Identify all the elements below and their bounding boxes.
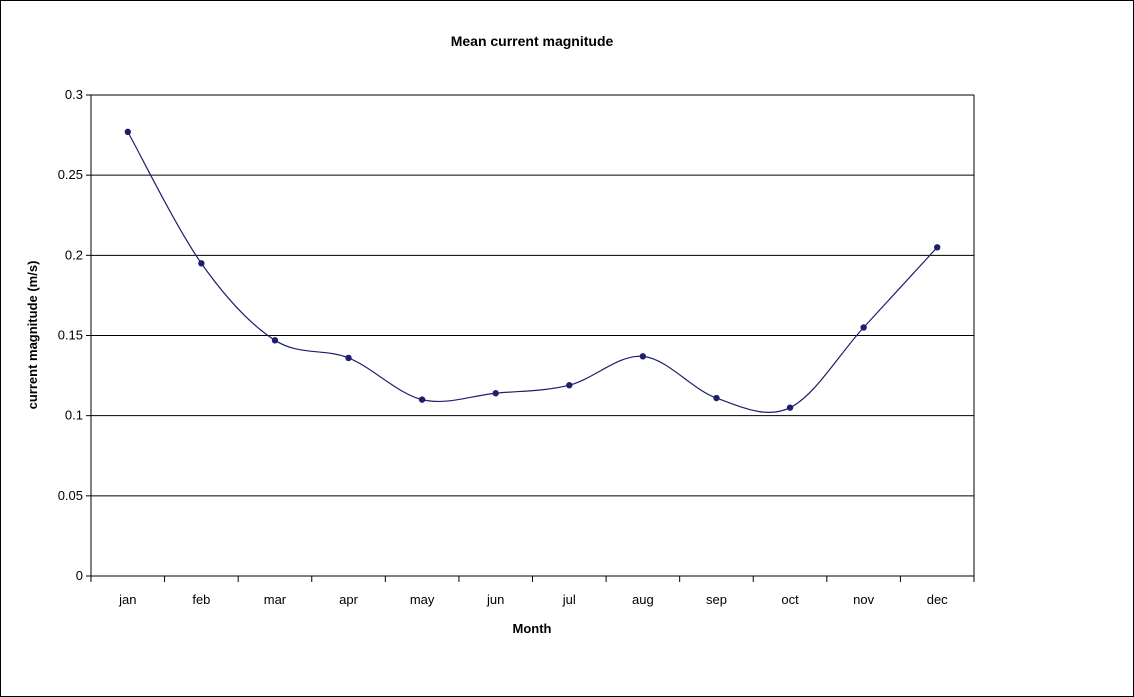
- data-point-sep: [713, 394, 720, 402]
- x-tick-label: oct: [781, 592, 799, 607]
- x-tick-label: nov: [853, 592, 874, 607]
- x-tick-label: mar: [264, 592, 287, 607]
- data-point-jun: [492, 390, 499, 397]
- grid-layer: [91, 94, 974, 497]
- x-tick-label: feb: [192, 592, 210, 607]
- chart-title: Mean current magnitude: [451, 33, 614, 49]
- data-point-mar: [271, 337, 279, 344]
- data-point-aug: [639, 353, 647, 360]
- data-point-dec: [934, 244, 941, 251]
- x-tick-label: apr: [339, 592, 358, 607]
- axis-layer: 0 0.05 0.1 0.15 0.2 0.25 0.3 jan feb mar apr may jun…: [58, 87, 975, 607]
- y-tick-label: 0: [76, 568, 83, 583]
- y-tick-label: 0.15: [58, 328, 83, 343]
- y-tick-label: 0.2: [65, 247, 83, 262]
- x-tick-label: jun: [486, 592, 504, 607]
- series-layer: [124, 128, 941, 413]
- x-tick-label: sep: [706, 592, 727, 607]
- y-axis-label: current magnitude (m/s): [25, 261, 40, 410]
- data-point-nov: [860, 324, 867, 331]
- x-axis-label: Month: [513, 621, 552, 636]
- data-point-may: [418, 396, 426, 403]
- x-tick-label: aug: [632, 592, 654, 607]
- y-tick-label: 0.1: [65, 408, 83, 423]
- y-tick-label: 0.25: [58, 167, 83, 182]
- y-tick-label: 0.3: [65, 87, 83, 102]
- data-point-oct: [786, 404, 794, 411]
- data-point-jan: [124, 128, 131, 136]
- data-point-apr: [345, 354, 352, 362]
- x-tick-label: may: [410, 592, 435, 607]
- x-tick-label: dec: [927, 592, 948, 607]
- y-tick-label: 0.05: [58, 488, 83, 503]
- data-point-feb: [198, 260, 205, 267]
- x-tick-label: jul: [562, 592, 576, 607]
- x-tick-label: jan: [118, 592, 136, 607]
- series-line-0: [127, 131, 938, 413]
- data-point-jul: [566, 382, 573, 389]
